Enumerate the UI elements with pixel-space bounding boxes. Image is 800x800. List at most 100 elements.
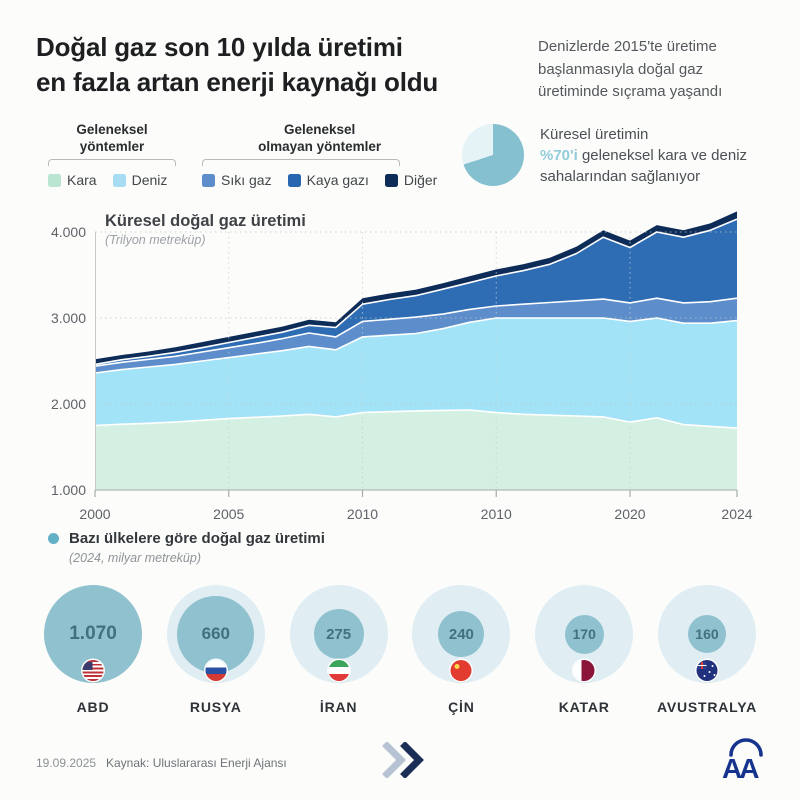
bubble-value: 275 (326, 625, 352, 643)
legend-bracket (48, 159, 176, 166)
bubble-outer-circle: 240 (412, 585, 511, 683)
bubble-inner-circle: 660 (177, 595, 255, 673)
footer: 19.09.2025 Kaynak: Uluslararası Enerji A… (36, 738, 772, 790)
flag-us-icon (82, 660, 104, 681)
y-axis-label: 3.000 (50, 310, 86, 326)
area-series-sıkı-gaz (95, 298, 737, 373)
flag-cn-icon (450, 660, 472, 681)
legend-label: Sıkı gaz (221, 172, 272, 188)
legend-group: Geleneksel yöntemler Kara Deniz (48, 122, 176, 188)
legend-swatch-icon (112, 173, 126, 187)
area-series-kaya-gazı (95, 219, 737, 367)
bubbles-title: Bazı ülkelere göre doğal gaz üretimi (36, 530, 764, 547)
country-label: RUSYA (189, 699, 242, 715)
country-bubble: 1.070 ABD (36, 585, 150, 715)
country-label: ABD (76, 699, 110, 715)
legend-group: Geleneksel olmayan yöntemler Sıkı gaz Kaya … (202, 122, 437, 188)
bubble-outer-circle: 275 (289, 585, 388, 683)
legend-group-title: Geleneksel yöntemler (76, 122, 148, 154)
pie-percent: %70'i (540, 147, 578, 164)
legend-label: Diğer (403, 172, 438, 188)
flag-ru-icon (205, 660, 227, 681)
legend-swatch-icon (384, 173, 398, 187)
legend-label: Kaya gazı (306, 172, 369, 188)
chart-title-text: Küresel doğal gaz üretimi (105, 212, 306, 230)
x-axis-label: 2010 (346, 506, 379, 522)
area-series-diğer (95, 211, 737, 365)
stacked-area-chart (94, 211, 738, 497)
legend-group-title: Geleneksel olmayan yöntemler (258, 122, 382, 154)
legend-item: Kara (48, 172, 97, 188)
bubble-outer-circle: 170 (535, 585, 634, 683)
country-bubble: 275 İRAN (282, 585, 396, 715)
country-bubbles: 1.070 ABD 660 RUSYA 275 İRAN 240 ÇİN 170 KATAR 160… (36, 585, 764, 715)
flag-au-icon (696, 660, 718, 681)
page-title-line2: en fazla artan enerji kaynağı oldu (36, 67, 439, 97)
bubble-value: 240 (448, 625, 474, 643)
bubbles-title-text: Bazı ülkelere göre doğal gaz üretimi (69, 530, 325, 547)
country-label: İRAN (319, 699, 358, 715)
legend-swatch-icon (287, 173, 301, 187)
aa-agency-logo: AA (722, 738, 763, 782)
chart-subtitle: (Trilyon metreküp) (105, 233, 206, 247)
bubble-value: 1.070 (69, 623, 117, 644)
x-axis-label: 2010 (480, 506, 512, 522)
legend-item: Sıkı gaz (202, 172, 272, 188)
next-chevron-icon[interactable] (382, 742, 428, 778)
legend-swatch-icon (48, 173, 61, 187)
bubble-inner-circle: 275 (313, 609, 364, 659)
bubble-inner-circle: 240 (438, 611, 485, 657)
x-axis-label: 2000 (79, 506, 111, 522)
page-title: Doğal gaz son 10 yılda üretimi en fazla a… (36, 30, 438, 100)
bubble-value: 170 (572, 626, 596, 642)
svg-text:AA: AA (722, 753, 759, 782)
legend-item: Kaya gazı (287, 172, 369, 188)
bubble-outer-circle: 1.070 (44, 585, 142, 683)
legend-label: Deniz (131, 172, 168, 188)
y-axis-label: 2.000 (50, 396, 86, 412)
flag-ir-icon (328, 660, 350, 681)
area-series-kara (95, 410, 737, 490)
country-bubble: 170 KATAR (527, 585, 641, 715)
country-bubble: 660 RUSYA (159, 585, 273, 715)
legend-label: Kara (67, 172, 97, 188)
area-chart-section: Küresel doğal gaz üretimi (Trilyon metre… (0, 210, 800, 530)
x-axis-label: 2024 (721, 506, 753, 522)
country-label: KATAR (558, 699, 610, 715)
x-axis-label: 2020 (614, 506, 646, 522)
legend-item: Deniz (112, 172, 168, 188)
x-axis-label: 2005 (213, 506, 245, 522)
bubble-inner-circle: 160 (687, 615, 726, 653)
pie-note-prefix: Küresel üretimin (540, 126, 649, 143)
bubble-value: 660 (201, 624, 230, 643)
pie-note-rest2: sahalarından sağlanıyor (540, 168, 701, 185)
pie-chart-icon (462, 124, 524, 186)
country-bubbles-section: Bazı ülkelere göre doğal gaz üretimi (20… (36, 530, 764, 715)
bubble-value: 160 (695, 626, 719, 642)
bullet-icon (48, 533, 59, 544)
country-bubble: 160 AVUSTRALYA (650, 585, 764, 715)
bubble-outer-circle: 660 (166, 585, 265, 683)
bubbles-subtitle: (2024, milyar metreküp) (69, 551, 201, 565)
chart-legend: Geleneksel yöntemler Kara Deniz Geleneksel ol… (48, 122, 437, 188)
pie-note-block: Küresel üretimin %70'i geleneksel kara v… (462, 124, 747, 187)
header-note: Denizlerde 2015'te üretime başlanmasıyla… (538, 38, 723, 100)
page-title-line1: Doğal gaz son 10 yılda üretimi (36, 32, 403, 62)
pie-note-rest1: geleneksel kara ve deniz (581, 147, 748, 164)
legend-swatch-icon (202, 173, 215, 187)
area-series-deniz (95, 318, 737, 429)
pie-note-text: Küresel üretimin %70'i geleneksel kara v… (540, 124, 747, 187)
y-axis-label: 4.000 (50, 224, 86, 240)
source-credit: Kaynak: Uluslararası Enerji Ajansı (106, 756, 287, 770)
legend-item: Diğer (384, 172, 438, 188)
y-axis-label: 1.000 (50, 482, 86, 498)
country-bubble: 240 ÇİN (404, 585, 518, 715)
bubble-inner-circle: 170 (564, 614, 604, 654)
country-label: AVUSTRALYA (656, 699, 758, 715)
flag-qa-icon (573, 660, 595, 681)
chart-title: Küresel doğal gaz üretimi (Trilyon metre… (105, 212, 306, 247)
legend-bracket (202, 159, 400, 166)
publish-date: 19.09.2025 (36, 756, 97, 770)
country-label: ÇİN (448, 699, 475, 715)
